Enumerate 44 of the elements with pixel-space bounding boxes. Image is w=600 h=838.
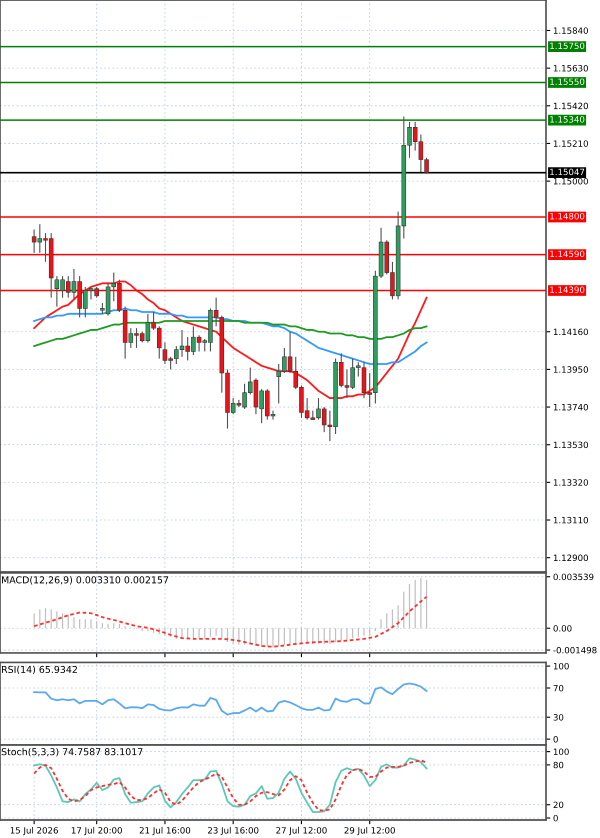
x-tick-label: 27 Jul 12:00 [276,826,327,836]
y-tick-label: 1.15840 [554,27,588,34]
ref-line-label: 1.14800 [550,212,584,220]
y-tick-label: 30 [554,714,564,721]
y-tick-label: 1.13110 [554,516,588,524]
x-tick-label: 23 Jul 16:00 [208,826,258,836]
y-tick-label: 80 [554,762,564,768]
x-tick-label: 15 Jul 2026 [10,826,58,836]
y-tick-label: 100 [554,662,569,670]
y-tick-label: 1.15420 [554,102,588,110]
ref-line-label: 1.15047 [550,168,584,176]
line-series [33,320,428,347]
ref-line-label: 1.15750 [550,42,584,50]
y-tick-label: 1.12900 [554,554,588,562]
chart-title: MACD(12,26,9) 0.003310 0.002157 [2,576,168,585]
y-tick-label: 100 [554,748,569,756]
y-tick-label: 1.13740 [554,404,588,410]
y-tick-label: 1.15000 [554,178,588,185]
x-tick-label: 17 Jul 20:00 [72,826,122,836]
y-tick-label: 1.13320 [554,479,588,486]
y-tick-label: -0.001498 [553,646,597,654]
line-series [33,596,428,648]
y-tick-label: 1.13530 [554,442,588,448]
y-tick-label: 1.14160 [554,328,588,336]
ref-line-label: 1.14390 [550,286,584,293]
chart-title: RSI(14) 65.9342 [2,666,77,674]
y-tick-label: 20 [554,802,564,808]
y-tick-label: 0.00 [554,625,572,632]
line-series [33,682,428,716]
line-series [33,280,428,399]
y-tick-label: 0 [554,736,558,743]
y-tick-label: 70 [554,684,564,692]
ref-line-label: 1.15550 [550,78,584,85]
x-tick-label: 29 Jul 12:00 [344,826,395,836]
y-tick-label: 0 [554,814,558,822]
y-tick-label: 1.15210 [554,140,588,147]
x-tick-label: 21 Jul 16:00 [140,826,190,836]
ref-line-label: 1.15340 [550,116,584,123]
line-series [33,308,428,365]
y-tick-label: 1.15630 [554,65,588,72]
chart-title: Stoch(5,3,3) 74.7587 83.1017 [2,748,142,756]
y-tick-label: 1.13950 [554,366,588,373]
y-tick-label: 0.003539 [554,574,594,580]
ref-line-label: 1.14590 [550,250,584,258]
